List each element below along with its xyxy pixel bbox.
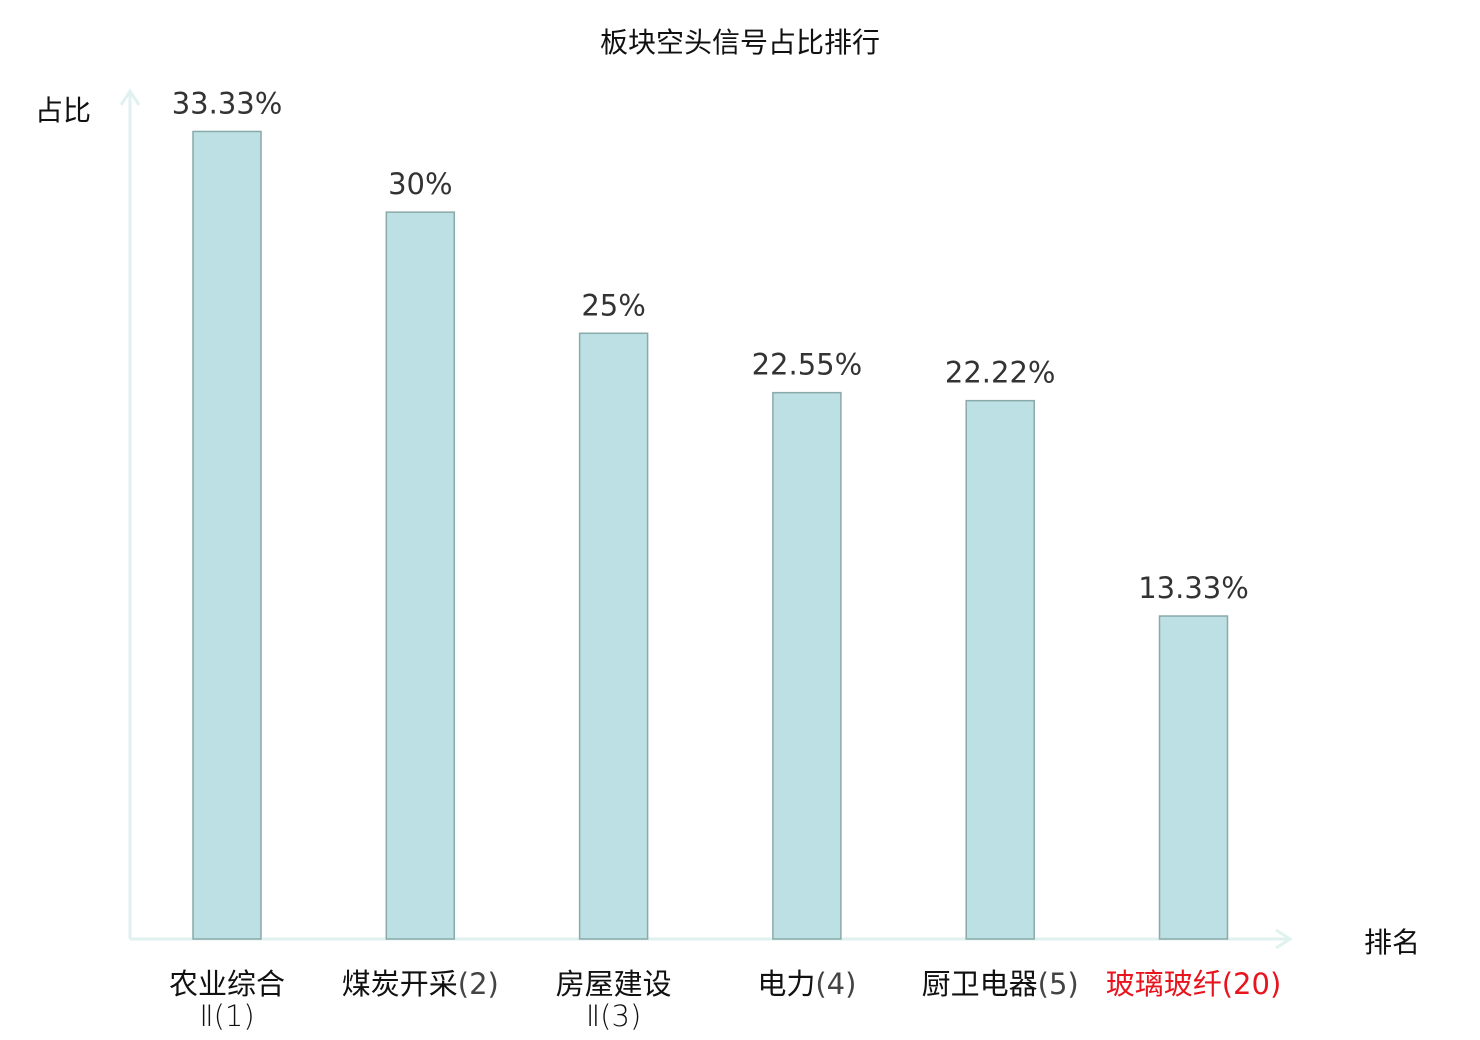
x-tick-label: 煤炭开采(2)	[342, 967, 499, 1001]
x-tick-name: 电力	[757, 967, 815, 1001]
x-axis-arrow	[1275, 928, 1293, 950]
x-tick-rank: (2)	[458, 967, 499, 1001]
data-label: 30%	[388, 167, 452, 201]
x-tick-name: 玻璃玻纤	[1106, 967, 1222, 1001]
bar	[192, 130, 262, 940]
x-tick-rank: (4)	[815, 967, 856, 1001]
x-tick-name: 煤炭开采	[342, 967, 458, 1001]
x-tick-label-suffix: Ⅱ(1)	[199, 999, 254, 1033]
x-tick-label: 厨卫电器(5)	[922, 967, 1079, 1001]
data-label: 33.33%	[172, 86, 283, 120]
axes	[119, 88, 1293, 950]
bar	[385, 211, 456, 940]
x-tick-label: 房屋建设	[556, 967, 672, 1001]
data-label: 22.22%	[945, 356, 1056, 390]
bar	[578, 332, 649, 940]
x-tick-label-suffix: Ⅱ(3)	[586, 999, 641, 1033]
x-tick-rank: (20)	[1222, 967, 1282, 1001]
chart-title: 板块空头信号占比排行	[600, 26, 880, 59]
data-label: 22.55%	[752, 348, 863, 382]
x-tick-name: 厨卫电器	[922, 967, 1038, 1001]
bar	[965, 399, 1035, 940]
y-axis-arrow	[119, 88, 141, 106]
x-tick-label: 电力(4)	[757, 967, 856, 1001]
bar	[1158, 615, 1229, 940]
x-tick-label: 农业综合	[169, 967, 285, 1001]
x-axis-label: 排名	[1364, 926, 1420, 959]
x-tick-rank: (5)	[1038, 967, 1079, 1001]
data-label: 25%	[581, 288, 645, 322]
y-axis-label: 占比	[35, 94, 91, 127]
data-label: 13.33%	[1138, 571, 1249, 605]
bar	[772, 391, 842, 940]
x-tick-label: 玻璃玻纤(20)	[1106, 967, 1282, 1001]
